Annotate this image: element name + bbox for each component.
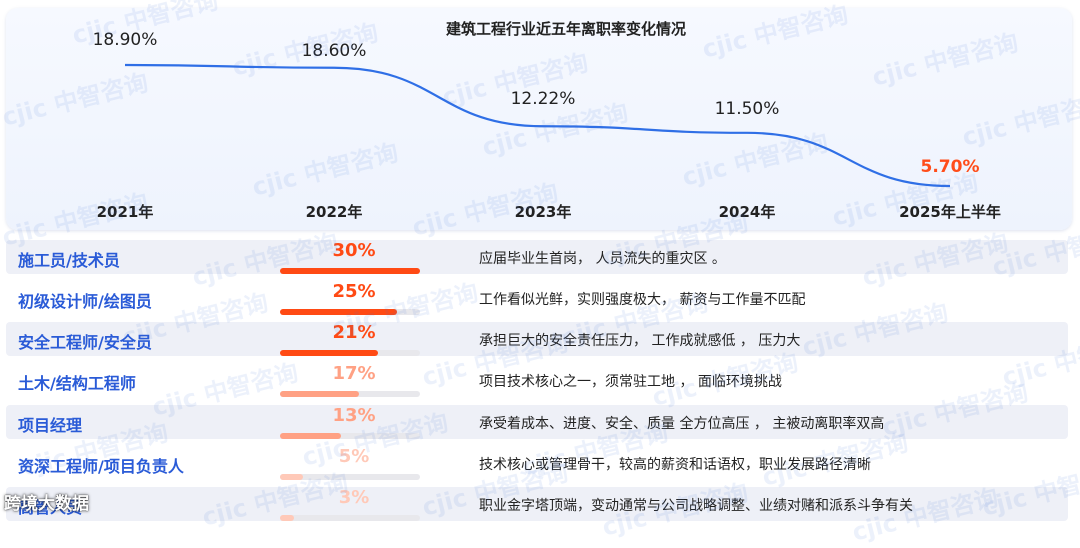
turnover-percent: 21% (332, 322, 376, 343)
percent-bar-track (280, 474, 420, 480)
x-tick-label: 2022年 (306, 203, 363, 221)
data-label: 5.70% (921, 157, 980, 177)
percent-bar-track (280, 515, 420, 521)
chart-plot: 18.90% 2021年 18.60% 2022年 12.22% 2023年 11.50% 2… (93, 30, 1001, 221)
table-row: 项目经理 13% 承受着成本、进度、安全、质量 全方位高压 ， 主被动离职率双高 (6, 405, 1068, 439)
x-tick-label: 2021年 (97, 203, 154, 221)
role-name: 初级设计师/绘图员 (18, 292, 152, 311)
role-name: 项目经理 (18, 416, 83, 435)
role-name: 安全工程师/安全员 (18, 333, 152, 352)
data-label: 18.60% (302, 41, 367, 61)
percent-bar-fill (280, 391, 360, 397)
turnover-percent: 5% (338, 446, 370, 467)
table-row: 高管人员 3% 职业金字塔顶端，变动通常与公司战略调整、业绩对赌和派系斗争有关 (6, 487, 1068, 521)
percent-bar-fill (280, 515, 294, 521)
line-chart: 建筑工程行业近五年离职率变化情况 18.90%2021年18.60%2022年1… (93, 20, 1001, 221)
x-tick-label: 2024年 (719, 203, 776, 221)
turnover-percent: 3% (338, 487, 370, 508)
footer-watermark: 跨境大数据 (4, 494, 89, 514)
percent-bar-track (280, 309, 420, 315)
turnover-percent: 17% (332, 363, 376, 384)
role-description: 项目技术核心之一，须常驻工地 ， 面临环境挑战 (479, 374, 782, 390)
role-description: 职业金字塔顶端，变动通常与公司战略调整、业绩对赌和派系斗争有关 (479, 498, 913, 514)
role-name: 土木/结构工程师 (18, 374, 136, 393)
table-row: 初级设计师/绘图员 25% 工作看似光鲜，实则强度极大， 薪资与工作量不匹配 (6, 281, 1068, 315)
percent-bar-track (280, 433, 420, 439)
chart-title: 建筑工程行业近五年离职率变化情况 (446, 20, 686, 38)
percent-bar-fill (280, 309, 397, 315)
turnover-percent: 25% (332, 281, 376, 302)
percent-bar-fill (280, 350, 378, 356)
percent-bar-track (280, 350, 420, 356)
role-name: 高管人员 (18, 498, 83, 517)
x-tick-label: 2025年上半年 (899, 203, 1001, 221)
table-row: 施工员/技术员 30% 应届毕业生首岗， 人员流失的重灾区 。 (6, 240, 1068, 274)
role-description: 应届毕业生首岗， 人员流失的重灾区 。 (479, 251, 726, 267)
table-row: 资深工程师/项目负责人 5% 技术核心或管理骨干，较高的薪资和话语权，职业发展路径清… (6, 446, 1068, 480)
table-row: 安全工程师/安全员 21% 承担巨大的安全责任压力， 工作成就感低 ， 压力大 (6, 322, 1068, 356)
role-name: 资深工程师/项目负责人 (18, 457, 184, 476)
data-label: 11.50% (715, 99, 780, 119)
percent-bar-fill (280, 433, 341, 439)
turnover-percent: 13% (332, 405, 376, 426)
role-name: 施工员/技术员 (18, 251, 120, 270)
percent-bar-track (280, 391, 420, 397)
percent-bar-track (280, 268, 420, 274)
data-label: 18.90% (93, 30, 158, 50)
x-tick-label: 2023年 (515, 203, 572, 221)
table-row: 土木/结构工程师 17% 项目技术核心之一，须常驻工地 ， 面临环境挑战 (6, 363, 1068, 397)
percent-bar-fill (280, 474, 304, 480)
percent-bar-fill (280, 268, 420, 274)
role-description: 技术核心或管理骨干，较高的薪资和话语权，职业发展路径清晰 (479, 457, 871, 473)
series-line (124, 63, 951, 188)
role-description: 承受着成本、进度、安全、质量 全方位高压 ， 主被动离职率双高 (479, 416, 885, 432)
chart-panel: 建筑工程行业近五年离职率变化情况 18.90% 2021年 18.60% 2022年 1… (6, 8, 1072, 230)
turnover-percent: 30% (332, 240, 376, 261)
role-description: 承担巨大的安全责任压力， 工作成就感低 ， 压力大 (479, 333, 801, 349)
role-description: 工作看似光鲜，实则强度极大， 薪资与工作量不匹配 (479, 292, 806, 308)
data-label: 12.22% (511, 89, 576, 109)
